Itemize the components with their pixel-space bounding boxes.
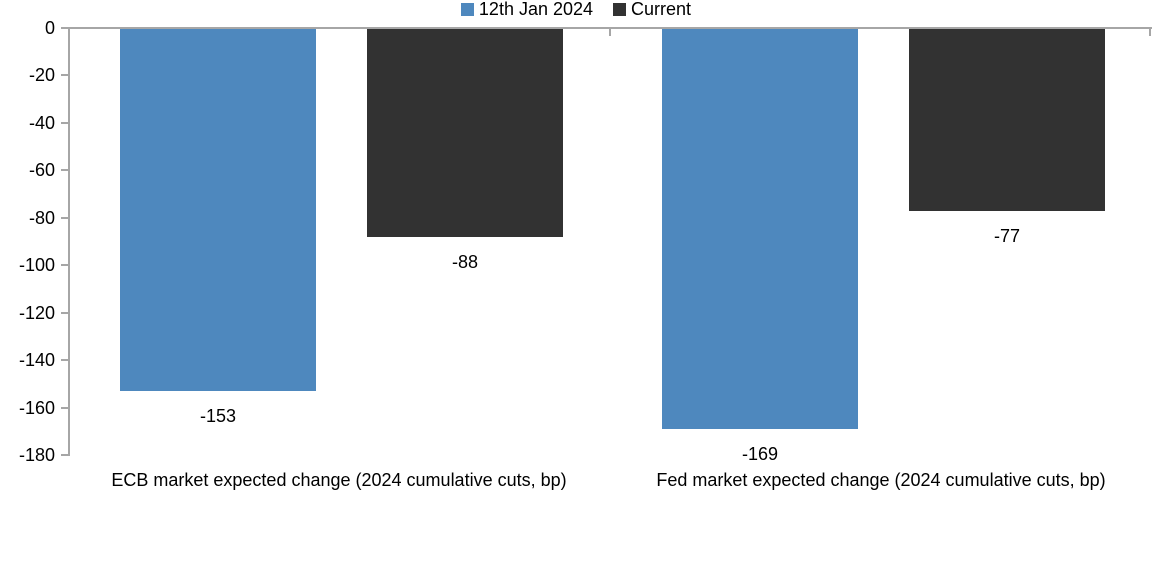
y-axis-tick--140 <box>61 359 68 362</box>
y-axis-tick--180 <box>61 454 68 456</box>
data-label-ecb-12th-jan-2024: -153 <box>199 405 237 426</box>
data-label-ecb-current: -88 <box>451 251 478 272</box>
data-label-fed-12th-jan-2024: -169 <box>741 443 779 464</box>
legend-swatch-12th-jan-2024 <box>460 2 474 16</box>
y-axis-tick-label--60: -60 <box>28 160 55 181</box>
y-axis-tick-label--180: -180 <box>18 445 55 465</box>
legend-item-12th-jan-2024: 12th Jan 2024 <box>460 0 594 19</box>
data-label-fed-current: -77 <box>993 225 1020 246</box>
y-axis-tick-label--140: -140 <box>18 350 55 371</box>
legend-label-12th-jan-2024: 12th Jan 2024 <box>478 0 594 19</box>
y-axis-tick-label-0: 0 <box>44 18 55 38</box>
y-axis-tick--120 <box>61 311 68 314</box>
legend-swatch-current <box>613 2 627 16</box>
legend-item-current: Current <box>613 0 691 18</box>
y-axis-tick--20 <box>61 74 68 77</box>
category-boundary-tick-2 <box>1149 27 1151 36</box>
bar-ecb-12th-jan-2024 <box>120 28 316 391</box>
legend: 12th Jan 2024 Current <box>0 0 1152 18</box>
category-label-fed: Fed market expected change (2024 cumulat… <box>656 470 1106 490</box>
y-axis-tick-label--80: -80 <box>28 207 55 228</box>
y-axis-tick-label--100: -100 <box>18 255 55 276</box>
legend-label-current: Current <box>631 0 692 19</box>
y-axis-tick-0 <box>61 27 68 29</box>
y-axis-tick--160 <box>61 406 68 409</box>
category-label-ecb: ECB market expected change (2024 cumulat… <box>111 470 567 490</box>
y-axis-tick-label--160: -160 <box>18 397 55 418</box>
y-axis-tick--40 <box>61 121 68 124</box>
y-axis-line <box>68 27 70 456</box>
y-axis-tick-label--20: -20 <box>28 65 55 86</box>
y-axis-tick--80 <box>61 216 68 219</box>
y-axis-tick--60 <box>61 169 68 172</box>
y-axis-tick-label--120: -120 <box>18 302 55 323</box>
bar-ecb-current <box>367 28 563 237</box>
y-axis-tick--100 <box>61 264 68 267</box>
bar-fed-current <box>909 28 1105 211</box>
y-axis-tick-label--40: -40 <box>28 112 55 133</box>
bar-fed-12th-jan-2024 <box>662 28 858 429</box>
category-boundary-tick-1 <box>609 27 611 36</box>
